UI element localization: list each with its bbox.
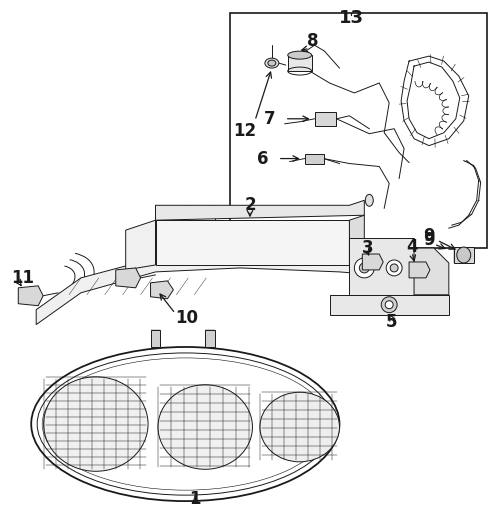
Text: 8: 8 [306,32,318,50]
Text: 3: 3 [361,239,372,257]
Text: 11: 11 [11,269,34,287]
Polygon shape [304,154,323,163]
Ellipse shape [43,377,148,471]
Text: 13: 13 [338,9,363,28]
Ellipse shape [260,392,339,462]
Circle shape [385,301,392,309]
Polygon shape [155,200,364,220]
Bar [230,13,486,248]
Ellipse shape [365,195,372,206]
Text: 1: 1 [189,489,201,507]
Polygon shape [349,215,364,265]
Ellipse shape [31,347,339,501]
Circle shape [359,263,368,273]
Text: 9: 9 [422,227,434,245]
Polygon shape [314,112,336,126]
Ellipse shape [267,60,275,66]
Circle shape [386,260,401,276]
Polygon shape [150,281,173,299]
Polygon shape [18,286,43,306]
Circle shape [381,297,396,313]
Polygon shape [125,220,155,270]
Polygon shape [329,295,448,315]
Polygon shape [205,330,215,348]
Text: 4: 4 [406,238,417,256]
Text: 9: 9 [422,231,434,249]
Polygon shape [36,255,428,325]
Text: 7: 7 [264,110,275,128]
Ellipse shape [287,51,311,59]
Ellipse shape [158,385,252,470]
Text: 2: 2 [244,196,255,215]
Circle shape [354,258,373,278]
Polygon shape [362,254,383,270]
Polygon shape [155,220,349,265]
Text: 10: 10 [175,309,198,327]
Polygon shape [116,268,141,288]
Polygon shape [287,55,311,71]
Text: 12: 12 [233,122,256,140]
Polygon shape [408,262,429,278]
Polygon shape [349,238,413,295]
Circle shape [389,264,397,272]
Polygon shape [413,248,448,295]
Polygon shape [150,330,160,348]
Ellipse shape [456,247,470,263]
Text: 6: 6 [257,150,268,167]
Ellipse shape [264,58,278,68]
Text: 5: 5 [385,313,396,331]
Polygon shape [453,247,473,263]
